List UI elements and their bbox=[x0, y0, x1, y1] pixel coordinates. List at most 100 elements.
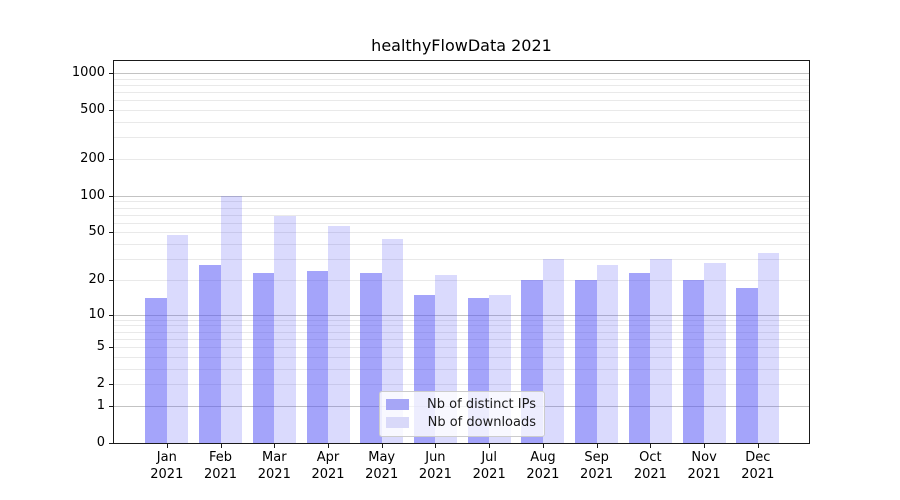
gridline bbox=[114, 195, 809, 197]
bar-distinct-ips bbox=[575, 279, 597, 443]
gridline bbox=[114, 122, 809, 123]
gridline bbox=[114, 384, 809, 386]
x-tick-mark bbox=[220, 444, 222, 448]
y-tick-label: 10 bbox=[88, 306, 105, 322]
y-tick-mark bbox=[109, 347, 113, 348]
gridline bbox=[114, 158, 809, 160]
bar-distinct-ips bbox=[360, 272, 382, 443]
y-tick-label: 100 bbox=[80, 187, 105, 203]
y-tick-mark bbox=[109, 384, 113, 386]
gridline bbox=[114, 232, 809, 234]
legend-item: Nb of distinct IPs bbox=[386, 397, 536, 412]
x-tick-month: Oct bbox=[639, 450, 662, 465]
y-tick-label: 20 bbox=[88, 271, 105, 287]
bar-downloads bbox=[757, 252, 780, 443]
x-tick-year: 2021 bbox=[687, 467, 721, 482]
y-tick-mark bbox=[109, 195, 113, 197]
bar-downloads bbox=[166, 234, 189, 443]
x-tick-label: Jul 2021 bbox=[457, 449, 521, 483]
x-tick-year: 2021 bbox=[365, 467, 399, 482]
x-tick-label: Mar 2021 bbox=[242, 449, 306, 483]
legend-swatch bbox=[386, 417, 409, 428]
y-tick-mark bbox=[109, 405, 113, 407]
x-tick-label: May 2021 bbox=[350, 449, 414, 483]
bar-downloads bbox=[328, 225, 350, 443]
y-tick-label: 1 bbox=[96, 397, 105, 413]
x-tick-month: Jun bbox=[425, 450, 446, 465]
y-tick-mark bbox=[109, 158, 113, 160]
y-tick-label: 2 bbox=[96, 376, 105, 392]
y-tick-mark bbox=[109, 110, 113, 111]
x-tick-mark bbox=[757, 444, 759, 448]
y-tick-mark bbox=[109, 232, 113, 234]
gridline bbox=[114, 100, 809, 102]
gridline bbox=[114, 279, 809, 281]
gridline bbox=[114, 259, 809, 261]
legend: Nb of distinct IPs Nb of downloads bbox=[379, 391, 545, 437]
x-tick-year: 2021 bbox=[526, 467, 560, 482]
legend-item: Nb of downloads bbox=[386, 415, 536, 430]
gridline bbox=[114, 356, 809, 358]
x-tick-year: 2021 bbox=[418, 467, 452, 482]
bar-distinct-ips bbox=[682, 279, 705, 443]
x-tick-month: Dec bbox=[745, 450, 771, 465]
y-tick-mark bbox=[109, 73, 113, 74]
y-tick-label: 500 bbox=[80, 102, 105, 117]
x-tick-month: Mar bbox=[262, 450, 287, 465]
y-tick-label: 1000 bbox=[71, 65, 105, 80]
gridline bbox=[114, 84, 809, 86]
bar-distinct-ips bbox=[252, 272, 275, 443]
x-tick-label: Sep 2021 bbox=[565, 449, 629, 483]
x-tick-label: Apr 2021 bbox=[296, 449, 360, 483]
legend-label: Nb of distinct IPs bbox=[427, 397, 536, 412]
y-tick-mark bbox=[109, 443, 113, 444]
bar-distinct-ips bbox=[736, 288, 758, 443]
bar-downloads bbox=[220, 195, 242, 443]
x-tick-month: Jan bbox=[156, 450, 177, 465]
x-tick-label: Feb 2021 bbox=[189, 449, 253, 483]
x-tick-mark bbox=[435, 444, 437, 448]
bar-downloads bbox=[704, 262, 726, 443]
y-tick-label: 50 bbox=[88, 224, 105, 240]
bar-downloads bbox=[650, 259, 672, 443]
x-tick-label: Oct 2021 bbox=[618, 449, 682, 483]
x-tick-mark bbox=[542, 444, 544, 448]
x-tick-month: Feb bbox=[208, 450, 233, 465]
x-tick-label: Jan 2021 bbox=[135, 449, 199, 483]
gridline bbox=[114, 338, 809, 340]
gridline bbox=[114, 244, 809, 246]
x-tick-mark bbox=[166, 444, 168, 448]
x-tick-year: 2021 bbox=[741, 467, 775, 482]
x-tick-label: Nov 2021 bbox=[672, 449, 736, 483]
y-tick-label: 200 bbox=[80, 150, 105, 166]
legend-label: Nb of downloads bbox=[427, 415, 536, 430]
y-tick-label: 0 bbox=[96, 435, 105, 450]
x-tick-mark bbox=[704, 444, 706, 448]
gridline bbox=[114, 368, 809, 370]
x-tick-month: Sep bbox=[584, 450, 609, 465]
gridline bbox=[114, 347, 809, 348]
gridline bbox=[114, 137, 809, 139]
gridline bbox=[114, 325, 809, 327]
gridline bbox=[114, 214, 809, 216]
x-tick-year: 2021 bbox=[472, 467, 506, 482]
plot-area bbox=[113, 60, 810, 444]
gridline bbox=[114, 319, 809, 321]
x-tick-mark bbox=[381, 444, 383, 448]
gridline bbox=[114, 314, 809, 316]
x-tick-month: Jul bbox=[481, 450, 498, 465]
x-tick-year: 2021 bbox=[257, 467, 291, 482]
x-tick-year: 2021 bbox=[580, 467, 614, 482]
legend-swatch bbox=[386, 399, 409, 410]
bar-distinct-ips bbox=[145, 298, 167, 443]
x-tick-label: Dec 2021 bbox=[726, 449, 790, 483]
gridline bbox=[114, 201, 809, 203]
x-tick-label: Aug 2021 bbox=[511, 449, 575, 483]
bar-downloads bbox=[596, 264, 619, 443]
x-tick-month: Aug bbox=[530, 450, 556, 465]
x-tick-mark bbox=[489, 444, 491, 448]
x-tick-mark bbox=[274, 444, 276, 448]
x-tick-mark bbox=[650, 444, 652, 448]
gridline bbox=[114, 331, 809, 333]
